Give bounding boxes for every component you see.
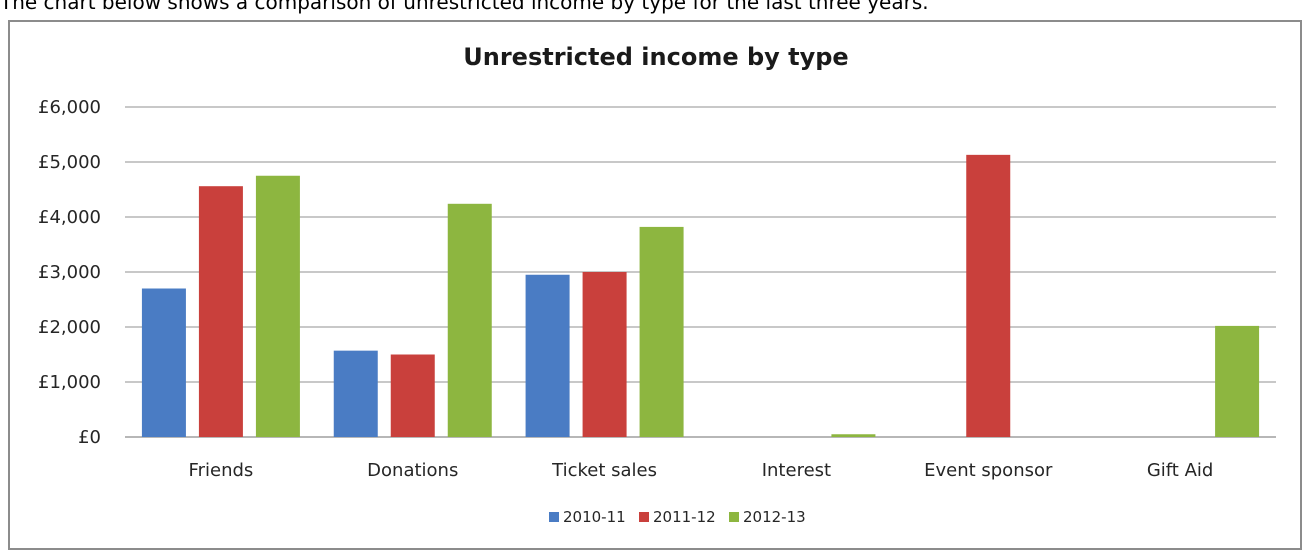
legend-swatch (549, 512, 559, 522)
bar-2012-13-gift-aid (1215, 325, 1260, 437)
legend-swatch (729, 512, 739, 522)
chart-title: Unrestricted income by type (463, 43, 848, 71)
legend-label: 2012-13 (743, 508, 806, 526)
x-tick-label: Gift Aid (1147, 460, 1214, 481)
x-tick-label: Friends (189, 460, 254, 481)
bar-2011-12-event-sponsor (966, 154, 1011, 437)
x-tick-label: Event sponsor (924, 460, 1053, 481)
y-tick-label: £4,000 (38, 207, 101, 228)
x-tick-label: Donations (367, 460, 458, 481)
intro-text: The chart below shows a comparison of un… (0, 0, 929, 14)
bar-2010-11-friends (141, 288, 186, 437)
x-tick-label: Ticket sales (551, 460, 657, 481)
y-tick-label: £0 (78, 427, 101, 448)
y-tick-label: £2,000 (38, 317, 101, 338)
legend-label: 2011-12 (653, 508, 716, 526)
bar-2012-13-ticket-sales (639, 226, 684, 437)
x-axis-ticks: Friends Donations Ticket sales Interest Even… (189, 460, 1214, 481)
bar-2012-13-interest (831, 434, 876, 437)
bar-2011-12-donations (390, 354, 435, 437)
y-tick-label: £1,000 (38, 372, 101, 393)
legend-swatch (639, 512, 649, 522)
bar-2011-12-friends (198, 186, 243, 437)
bar-2010-11-ticket-sales (525, 274, 570, 437)
y-axis-ticks: £0 £1,000 £2,000 £3,000 £4,000 £5,000 £6,000 (38, 97, 101, 448)
bar-2012-13-donations (447, 203, 492, 437)
y-tick-label: £3,000 (38, 262, 101, 283)
bar-2011-12-ticket-sales (582, 272, 627, 437)
gridlines (125, 106, 1276, 438)
y-tick-label: £5,000 (38, 152, 101, 173)
legend-label: 2010-11 (563, 508, 626, 526)
x-tick-label: Interest (762, 460, 831, 481)
legend: 2010-11 2011-12 2012-13 (549, 508, 806, 526)
bar-2012-13-friends (255, 175, 300, 437)
y-tick-label: £6,000 (38, 97, 101, 118)
bars (141, 154, 1260, 437)
bar-2010-11-donations (333, 350, 378, 437)
